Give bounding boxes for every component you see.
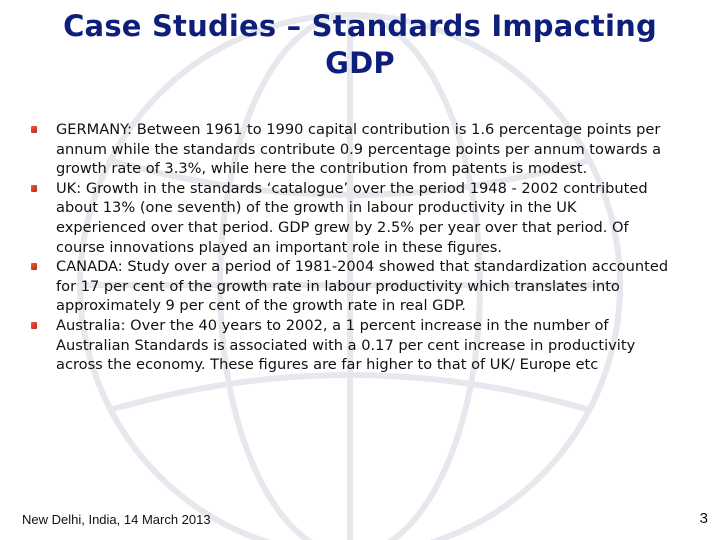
bullet-canada: CANADA: Study over a period of 1981-2004… (30, 257, 670, 316)
slide-number: 3 (699, 510, 708, 527)
bullet-heading: Australia (56, 316, 121, 334)
footer-location-date: New Delhi, India, 14 March 2013 (22, 512, 211, 527)
slide-title: Case Studies – Standards Impacting GDP (10, 8, 710, 82)
bullet-heading: UK (56, 179, 77, 197)
slide-title-line-1: Case Studies – Standards Impacting (63, 9, 657, 43)
bullet-list: GERMANY: Between 1961 to 1990 capital co… (30, 120, 670, 375)
bullet-heading: CANADA (56, 258, 118, 276)
bullet-australia: Australia: Over the 40 years to 2002, a … (30, 316, 670, 375)
bullet-germany: GERMANY: Between 1961 to 1990 capital co… (30, 120, 670, 179)
square-bullet-icon (31, 184, 37, 192)
bullet-uk: UK: Growth in the standards ‘catalogue’ … (30, 179, 670, 257)
bullet-text: : Growth in the standards ‘catalogue’ ov… (56, 179, 648, 256)
square-bullet-icon (31, 126, 37, 133)
square-bullet-icon (31, 263, 37, 271)
slide-title-line-2: GDP (325, 46, 395, 80)
bullet-text: : Over the 40 years to 2002, a 1 percent… (56, 316, 636, 374)
square-bullet-icon (31, 321, 37, 329)
bullet-text: : Between 1961 to 1990 capital contribut… (56, 121, 662, 178)
bullet-heading: GERMANY (56, 121, 128, 138)
bullet-text: : Study over a period of 1981-2004 showe… (56, 258, 669, 315)
